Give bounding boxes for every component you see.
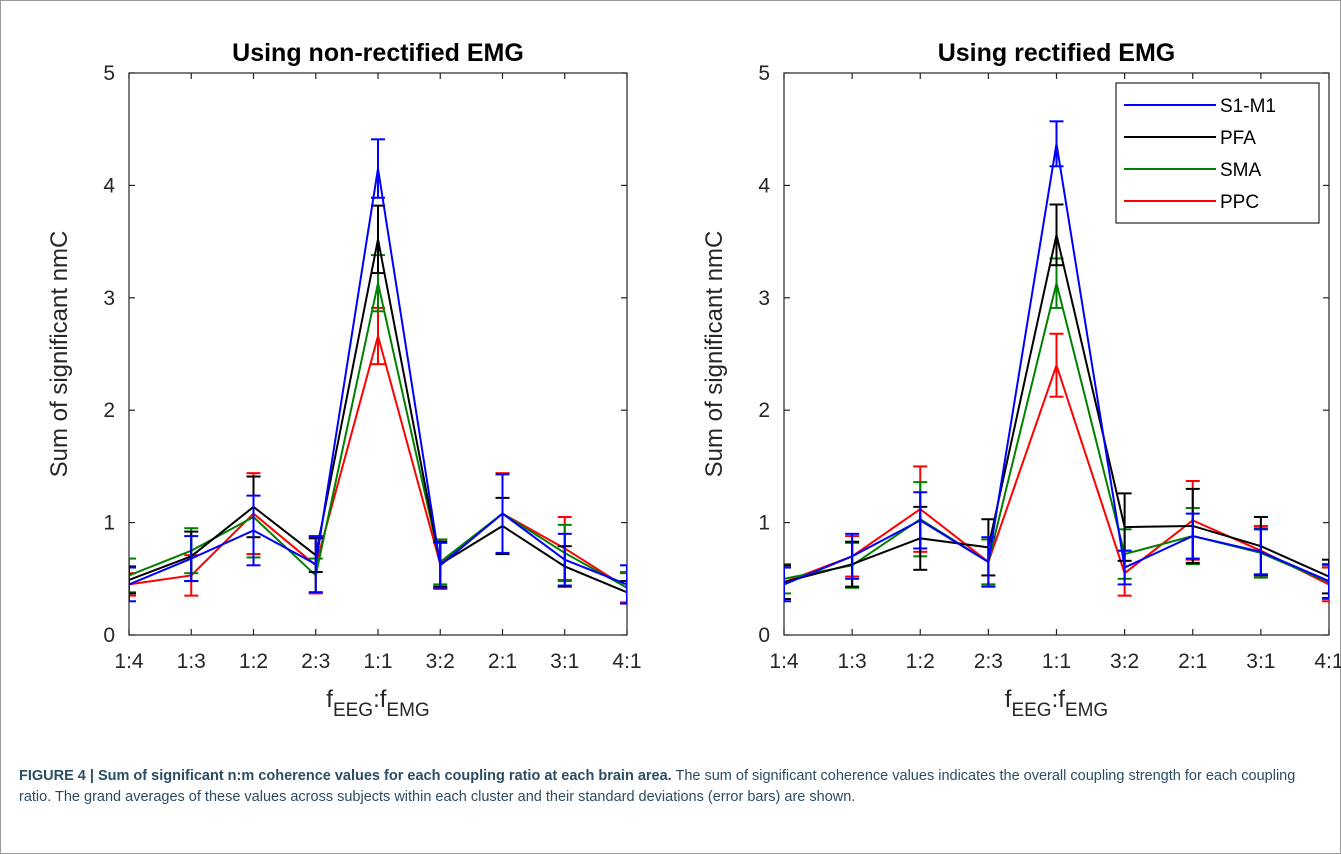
x-tick-label: 3:2 xyxy=(1110,650,1139,673)
y-tick-label: 5 xyxy=(103,62,115,85)
caption-bold: FIGURE 4 | Sum of significant n:m cohere… xyxy=(19,768,672,784)
x-label-sub-emg: EMG xyxy=(386,700,429,721)
y-tick-label: 4 xyxy=(103,174,115,197)
x-tick-label: 1:1 xyxy=(363,650,392,673)
x-label-f: f xyxy=(1005,686,1012,713)
series-ppc xyxy=(129,306,627,604)
chart-panel-2: 0 1 2 3 4 5 1:4 1:3 1:2 2:3 1:1 3:2 2:1 3:1 4:1 Using r… xyxy=(701,39,1341,721)
legend-label-sma: SMA xyxy=(1220,160,1262,181)
x-tick-label: 2:3 xyxy=(301,650,330,673)
chart-panel-1: 0 1 2 3 4 5 1:4 1:3 1:2 2:3 1:1 3:2 2:1 3:1 4:1 Using n… xyxy=(46,39,642,721)
y-axis-label: Sum of significant nmC xyxy=(46,231,73,478)
legend-label-ppc: PPC xyxy=(1220,192,1259,213)
y-tick-label: 0 xyxy=(758,624,770,647)
y-tick-label: 5 xyxy=(758,62,770,85)
x-tick-label: 3:1 xyxy=(1246,650,1275,673)
y-tick-label: 3 xyxy=(758,287,770,310)
x-label-sub-emg: EMG xyxy=(1065,700,1108,721)
series-line-ppc xyxy=(784,362,1329,586)
x-tick-label: 4:1 xyxy=(1314,650,1341,673)
x-axis-label: fEEG:fEMG xyxy=(326,686,429,721)
x-tick-label: 4:1 xyxy=(612,650,641,673)
y-tick-label: 1 xyxy=(758,512,770,535)
x-label-sep: :f xyxy=(373,686,387,713)
y-axis-label: Sum of significant nmC xyxy=(701,231,728,478)
x-tick-label: 1:4 xyxy=(769,650,799,673)
x-label-f: f xyxy=(326,686,333,713)
x-label-sep: :f xyxy=(1052,686,1066,713)
x-tick-label: 2:1 xyxy=(488,650,517,673)
chart-title: Using non-rectified EMG xyxy=(232,39,524,67)
caption-text: The sum of significant coherence values … xyxy=(19,768,1296,805)
series-s1-m1 xyxy=(784,120,1329,603)
series-pfa xyxy=(784,203,1329,601)
x-tick-label: 1:3 xyxy=(838,650,867,673)
x-tick-label: 1:2 xyxy=(239,650,268,673)
y-tick-label: 3 xyxy=(103,287,115,310)
legend-box xyxy=(1115,82,1320,224)
y-tick-label: 0 xyxy=(103,624,115,647)
chart-title: Using rectified EMG xyxy=(938,39,1176,67)
x-tick-label: 1:1 xyxy=(1042,650,1071,673)
legend-label-s1-m1: S1-M1 xyxy=(1220,96,1276,117)
y-tick-label: 2 xyxy=(103,399,115,422)
x-tick-label: 2:3 xyxy=(974,650,1003,673)
series-sma xyxy=(784,257,1329,601)
x-tick-label: 3:1 xyxy=(550,650,579,673)
x-tick-label: 1:3 xyxy=(177,650,206,673)
y-tick-label: 2 xyxy=(758,399,770,422)
x-axis-label: fEEG:fEMG xyxy=(1005,686,1108,721)
x-label-sub-eeg: EEG xyxy=(333,700,373,721)
x-tick-label: 1:4 xyxy=(114,650,144,673)
legend: S1-M1 PFA SMA PPC xyxy=(1115,82,1320,224)
x-tick-label: 2:1 xyxy=(1178,650,1207,673)
x-label-sub-eeg: EEG xyxy=(1011,700,1051,721)
y-tick-label: 4 xyxy=(758,174,770,197)
x-tick-label: 1:2 xyxy=(906,650,935,673)
legend-label-pfa: PFA xyxy=(1220,128,1256,149)
y-tick-label: 1 xyxy=(103,512,115,535)
x-tick-label: 3:2 xyxy=(426,650,455,673)
charts-canvas: 0 1 2 3 4 5 1:4 1:3 1:2 2:3 1:1 3:2 2:1 3:1 4:1 Using n… xyxy=(46,39,1341,721)
series-s1-m1 xyxy=(129,138,627,605)
figure-caption: FIGURE 4 | Sum of significant n:m cohere… xyxy=(19,766,1324,808)
series-line-sma xyxy=(784,282,1329,584)
